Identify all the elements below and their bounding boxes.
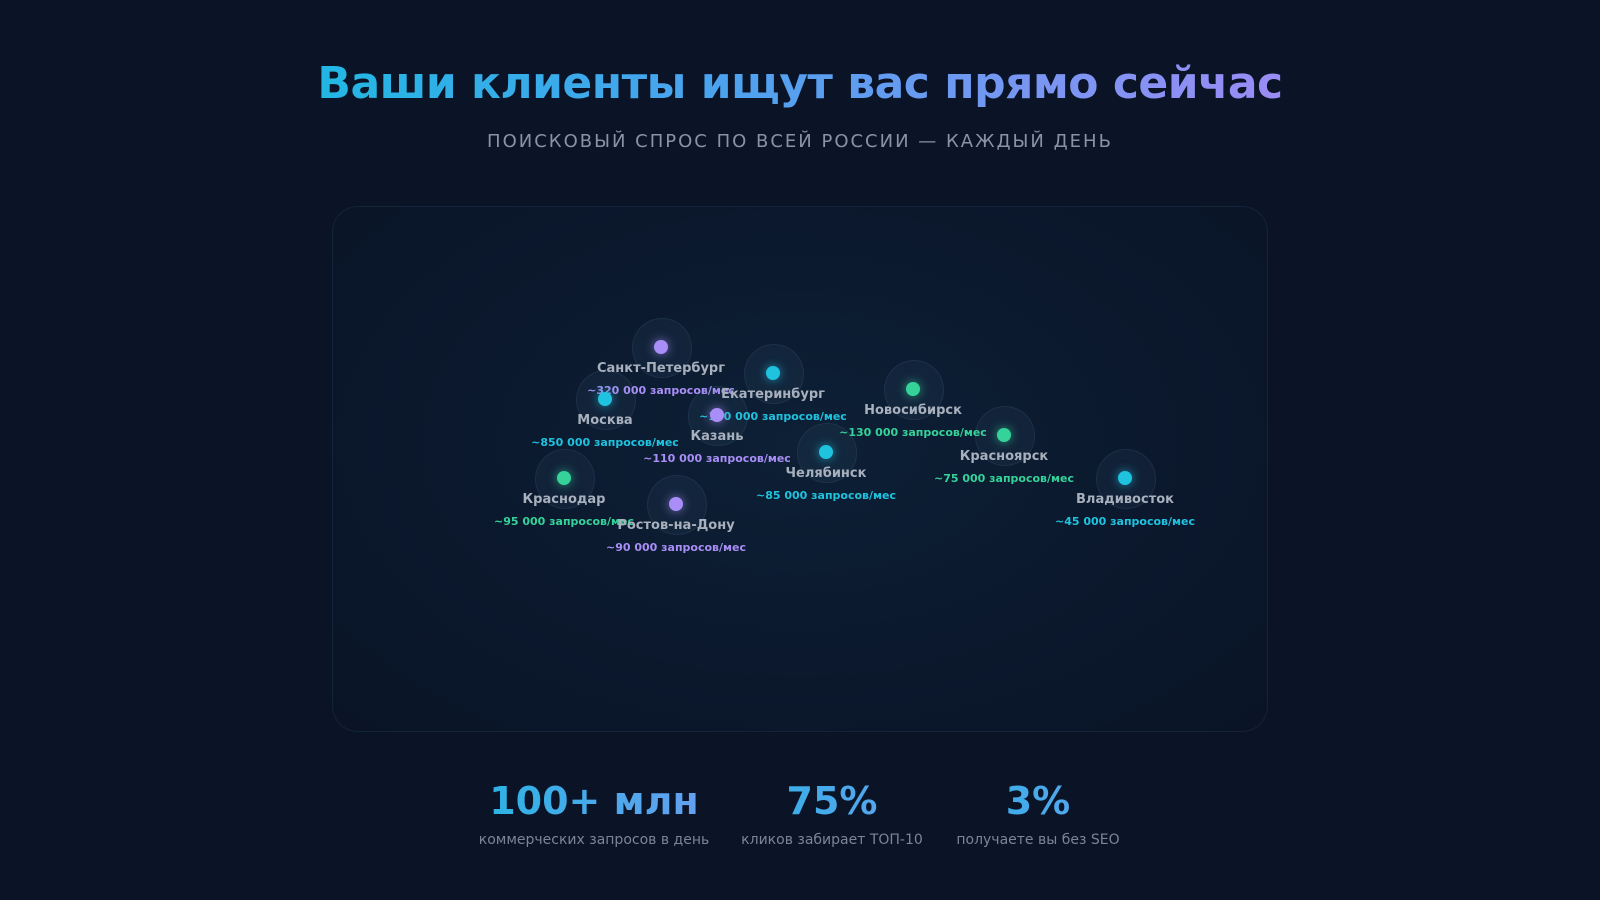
city-requests: ~110 000 запросов/мес xyxy=(643,452,791,465)
location-dot-icon xyxy=(1118,471,1132,485)
stat-top10-clicks: 75% кликов забирает ТОП-10 xyxy=(682,776,982,850)
city-name: Челябинск xyxy=(785,466,867,481)
city-halo xyxy=(576,370,636,430)
stat-daily-queries: 100+ млн коммерческих запросов в день xyxy=(444,776,744,850)
stat-label: коммерческих запросов в день xyxy=(478,832,710,848)
stat-value: 100+ млн xyxy=(444,776,744,826)
location-dot-icon xyxy=(598,392,612,406)
city-requests: ~95 000 запросов/мес xyxy=(493,515,635,528)
city-name: Москва xyxy=(577,413,633,428)
city-requests: ~850 000 запросов/мес xyxy=(531,436,679,449)
city-name: Краснодар xyxy=(522,492,606,507)
location-dot-icon xyxy=(766,366,780,380)
city-requests: ~75 000 запросов/мес xyxy=(933,472,1075,485)
location-dot-icon xyxy=(906,382,920,396)
city-name: Новосибирск xyxy=(864,403,962,418)
city-halo xyxy=(1096,449,1156,509)
city-name: Санкт-Петербург xyxy=(596,361,726,376)
city-name: Красноярск xyxy=(959,449,1049,464)
city-name: Владивосток xyxy=(1076,492,1174,507)
location-dot-icon xyxy=(997,428,1011,442)
location-dot-icon xyxy=(710,408,724,422)
location-dot-icon xyxy=(654,340,668,354)
stat-value: 3% xyxy=(888,776,1188,826)
location-dot-icon xyxy=(819,445,833,459)
city-name: Екатеринбург xyxy=(721,387,825,402)
page-title: Ваши клиенты ищут вас прямо сейчас xyxy=(0,52,1600,116)
city-requests: ~85 000 запросов/мес xyxy=(755,489,897,502)
city-name: Казань xyxy=(690,429,744,444)
page-subtitle: ПОИСКОВЫЙ СПРОС ПО ВСЕЙ РОССИИ — КАЖДЫЙ … xyxy=(487,131,1113,152)
stat-without-seo: 3% получаете вы без SEO xyxy=(888,776,1188,850)
stat-label: кликов забирает ТОП-10 xyxy=(741,832,923,848)
location-dot-icon xyxy=(557,471,571,485)
page-title-text: Ваши клиенты ищут вас прямо сейчас xyxy=(317,58,1283,109)
city-requests: ~130 000 запросов/мес xyxy=(839,426,987,439)
city-requests: ~45 000 запросов/мес xyxy=(1054,515,1196,528)
russia-demand-map: Санкт-Петербург ~320 000 запросов/мес Мо… xyxy=(332,206,1268,732)
location-dot-icon xyxy=(669,497,683,511)
stat-label: получаете вы без SEO xyxy=(956,832,1120,848)
city-requests: ~90 000 запросов/мес xyxy=(605,541,747,554)
city-name: Ростов-на-Дону xyxy=(617,518,735,533)
stat-value: 75% xyxy=(682,776,982,826)
